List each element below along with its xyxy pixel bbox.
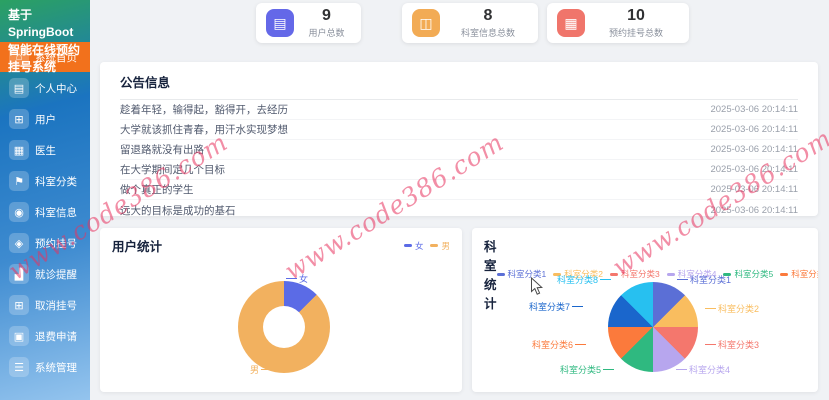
- announcement-text: 趁着年轻，输得起，豁得开，去经历: [120, 104, 288, 116]
- announcement-date: 2025-03-06 20:14:11: [710, 104, 798, 115]
- stat-value: 8: [483, 7, 493, 25]
- sidebar-item-label: 系统首页: [35, 51, 77, 64]
- sidebar-item-dept-category[interactable]: ⚑ 科室分类: [0, 166, 90, 196]
- stat-value: 10: [627, 7, 645, 25]
- sidebar-item-label: 用户: [35, 113, 56, 126]
- legend-marker: [403, 244, 412, 247]
- legend-item-dept6[interactable]: 科室分类6: [780, 268, 818, 280]
- legend-item-dept2[interactable]: 科室分类2: [553, 268, 603, 280]
- announcement-date: 2025-03-06 20:14:11: [710, 204, 798, 216]
- stat-label: 科室信息总数: [460, 27, 515, 38]
- announcement-text: 在大学期间定几个目标: [120, 164, 225, 176]
- stat-card-appointments: ▦ 10 预约挂号总数: [547, 3, 689, 43]
- sidebar-item-label: 科室信息: [35, 206, 77, 219]
- sidebar-item-system[interactable]: ☰ 系统管理: [0, 352, 90, 382]
- reminder-icon: ▟: [9, 264, 29, 284]
- pie-label-dept5: 科室分类5: [560, 363, 615, 376]
- announcement-text: 大学就该抓住青春，用汗水实现梦想: [120, 124, 288, 136]
- app-title: 基于SpringBoot智能在线预约挂号系统: [8, 8, 81, 75]
- stat-label: 用户总数: [308, 27, 345, 38]
- legend-item-dept1[interactable]: 科室分类1: [496, 268, 546, 280]
- sidebar-item-home[interactable]: ⌂ 系统首页: [0, 42, 90, 72]
- donut-label-male: 男: [250, 363, 273, 376]
- grid-icon: ◫: [412, 9, 440, 37]
- legend-item-dept4[interactable]: 科室分类4: [666, 268, 716, 280]
- announcement-text: 留退路就没有出路: [120, 144, 204, 156]
- home-icon: ⌂: [9, 47, 29, 67]
- dept-stats-panel: 科室统计 科室分类1 科室分类2 科室分类3 科室分类4: [472, 228, 818, 392]
- announcement-title: 公告信息: [120, 76, 171, 90]
- legend-item-male[interactable]: 男: [430, 240, 450, 252]
- announcement-row: 留退路就没有出路 2025-03-06 20:14:11: [120, 140, 798, 160]
- pie-label-dept7: 科室分类7: [529, 300, 584, 313]
- sidebar-item-label: 个人中心: [35, 82, 77, 95]
- announcement-row: 远大的目标是成功的基石 2025-03-06 20:14:11: [120, 200, 798, 220]
- sidebar-item-profile[interactable]: ▤ 个人中心: [0, 73, 90, 103]
- users-icon: ⊞: [9, 109, 29, 129]
- announcement-row: 在大学期间定几个目标 2025-03-06 20:14:11: [120, 160, 798, 180]
- profile-icon: ▤: [9, 78, 29, 98]
- announcement-text: 做个真正的学生: [120, 184, 194, 196]
- sidebar-item-label: 退费申请: [35, 330, 77, 343]
- pie-label-dept4: 科室分类4: [676, 363, 730, 376]
- dept-stats-legend: 科室分类1 科室分类2 科室分类3 科室分类4 科室分类5: [496, 268, 818, 280]
- pie-label-dept2: 科室分类2: [705, 302, 759, 315]
- announcement-panel: 公告信息 趁着年轻，输得起，豁得开，去经历 2025-03-06 20:14:1…: [100, 62, 818, 217]
- calendar-icon: ▦: [557, 9, 585, 37]
- stat-card-users: ▤ 9 用户总数: [256, 3, 361, 43]
- stat-card-departments: ◫ 8 科室信息总数: [402, 3, 538, 43]
- legend-item-female[interactable]: 女: [403, 240, 423, 252]
- sidebar-item-label: 医生: [35, 144, 56, 157]
- announcement-date: 2025-03-06 20:14:11: [710, 164, 798, 175]
- sidebar-item-doctor[interactable]: ▦ 医生: [0, 135, 90, 165]
- announcement-row: 大学就该抓住青春，用汗水实现梦想 2025-03-06 20:14:11: [120, 120, 798, 140]
- refund-icon: ▣: [9, 326, 29, 346]
- announcement-date: 2025-03-06 20:14:11: [710, 124, 798, 135]
- announcement-row: 趁着年轻，输得起，豁得开，去经历 2025-03-06 20:14:11: [120, 100, 798, 120]
- main-content: ▤ 9 用户总数 ◫ 8 科室信息总数 ▦ 10 预约挂号总数: [90, 0, 829, 400]
- pie-label-dept8: 科室分类8: [557, 273, 612, 286]
- pie-label-dept3: 科室分类3: [705, 338, 759, 351]
- sidebar-item-dept-info[interactable]: ◉ 科室信息: [0, 197, 90, 227]
- sidebar-menu: ⌂ 系统首页 ▤ 个人中心 ⊞ 用户 ▦ 医生 ⚑ 科室分类 ◉ 科室信息: [0, 42, 90, 382]
- sidebar-item-label: 科室分类: [35, 175, 77, 188]
- system-icon: ☰: [9, 357, 29, 377]
- legend-marker: [430, 244, 439, 247]
- sidebar-item-label: 预约挂号: [35, 237, 77, 250]
- sidebar-item-appointment[interactable]: ◈ 预约挂号: [0, 228, 90, 258]
- sidebar-item-label: 取消挂号: [35, 299, 77, 312]
- sidebar-item-label: 就诊提醒: [35, 268, 77, 281]
- stat-label: 预约挂号总数: [608, 27, 663, 38]
- sidebar: 基于SpringBoot智能在线预约挂号系统 ⌂ 系统首页 ▤ 个人中心 ⊞ 用…: [0, 0, 90, 400]
- cancel-icon: ⊞: [9, 295, 29, 315]
- announcement-row: 做个真正的学生 2025-03-06 20:14:11: [120, 180, 798, 200]
- document-icon: ▤: [266, 9, 294, 37]
- sidebar-item-cancel[interactable]: ⊞ 取消挂号: [0, 290, 90, 320]
- announcement-date: 2025-03-06 20:14:11: [710, 144, 798, 155]
- appointment-icon: ◈: [9, 233, 29, 253]
- sidebar-item-label: 系统管理: [35, 361, 77, 374]
- legend-item-dept5[interactable]: 科室分类5: [723, 268, 773, 280]
- category-icon: ⚑: [9, 171, 29, 191]
- user-stats-panel: 用户统计 女 男 女: [100, 228, 462, 392]
- user-stats-title: 用户统计: [112, 240, 163, 254]
- sidebar-item-refund[interactable]: ▣ 退费申请: [0, 321, 90, 351]
- doctor-icon: ▦: [9, 140, 29, 160]
- donut-label-female: 女: [286, 272, 308, 285]
- pie-label-dept1: 科室分类1: [677, 273, 731, 286]
- pie-label-dept6: 科室分类6: [532, 338, 587, 351]
- announcement-date: 2025-03-06 20:14:11: [710, 184, 798, 195]
- sidebar-item-users[interactable]: ⊞ 用户: [0, 104, 90, 134]
- sidebar-item-reminder[interactable]: ▟ 就诊提醒: [0, 259, 90, 289]
- dept-info-icon: ◉: [9, 202, 29, 222]
- user-stats-legend: 女 男: [403, 240, 450, 252]
- stat-value: 9: [322, 7, 331, 25]
- dept-pie-chart[interactable]: [608, 282, 698, 372]
- dept-stats-title: 科室统计: [484, 240, 497, 311]
- user-gender-donut-chart[interactable]: [238, 281, 330, 373]
- legend-item-dept3[interactable]: 科室分类3: [609, 268, 660, 280]
- stat-card-row: ▤ 9 用户总数 ◫ 8 科室信息总数 ▦ 10 预约挂号总数: [90, 0, 829, 48]
- announcement-text: 远大的目标是成功的基石: [120, 204, 236, 217]
